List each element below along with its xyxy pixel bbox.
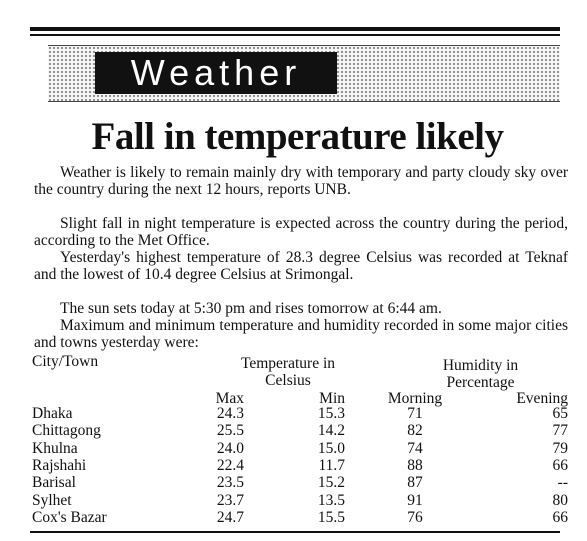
min-temp: 15.2 [317,474,345,492]
max-temp: 23.5 [216,474,244,492]
city: Rajshahi [32,456,87,474]
top-rule [30,27,560,31]
min-temp: 14.2 [317,422,345,440]
city: Sylhet [32,491,72,509]
city: Barisal [32,474,76,492]
headline: Fall in temperature likely [91,115,504,158]
evening-humidity: -- [557,474,568,492]
paragraph: Slight fall in night temperature is expe… [34,215,568,249]
paragraph: Yesterday's highest temperature of 28.3 … [34,249,568,283]
min-temp: 15.0 [317,439,345,457]
morning-humidity: 88 [407,456,423,474]
min-temp: 15.3 [317,405,345,422]
morning-humidity: 82 [407,422,423,440]
morning-humidity: 76 [407,508,423,526]
paragraph: Weather is likely to remain mainly dry w… [34,164,568,198]
min-temp: 15.5 [317,508,345,526]
morning-humidity: 71 [407,405,423,422]
bottom-rule [30,531,560,533]
morning-humidity: 74 [407,439,423,457]
column-header: Evening [516,390,568,407]
morning-humidity: 91 [407,491,423,509]
max-temp: 22.4 [216,456,244,474]
max-temp: 24.0 [216,439,244,457]
city: Chittagong [32,422,101,440]
city: Cox's Bazar [32,508,107,526]
section-label: Weather [95,52,337,94]
evening-humidity: 66 [552,508,569,526]
paragraph: Maximum and minimum temperature and humi… [34,317,568,351]
column-header: Morning [387,390,443,407]
evening-humidity: 65 [552,405,569,422]
column-header: Max [215,390,244,407]
max-temp: 24.3 [216,405,244,422]
min-temp: 13.5 [317,491,345,509]
evening-humidity: 79 [552,439,569,457]
city: Khulna [32,439,78,457]
max-temp: 25.5 [216,422,244,440]
max-temp: 24.7 [216,508,244,526]
min-temp: 11.7 [318,456,345,474]
column-header: Humidity in Percentage [442,357,519,391]
paragraph: The sun sets today at 5:30 pm and rises … [60,300,442,317]
column-header: Min [319,390,345,407]
city: Dhaka [32,405,73,422]
max-temp: 23.7 [216,491,244,509]
top-rule [30,34,560,36]
morning-humidity: 87 [407,474,423,492]
evening-humidity: 80 [552,491,569,509]
column-header: City/Town [32,353,99,370]
evening-humidity: 77 [552,422,569,440]
evening-humidity: 66 [552,456,569,474]
column-header: Temperature in Celsius [240,355,336,389]
